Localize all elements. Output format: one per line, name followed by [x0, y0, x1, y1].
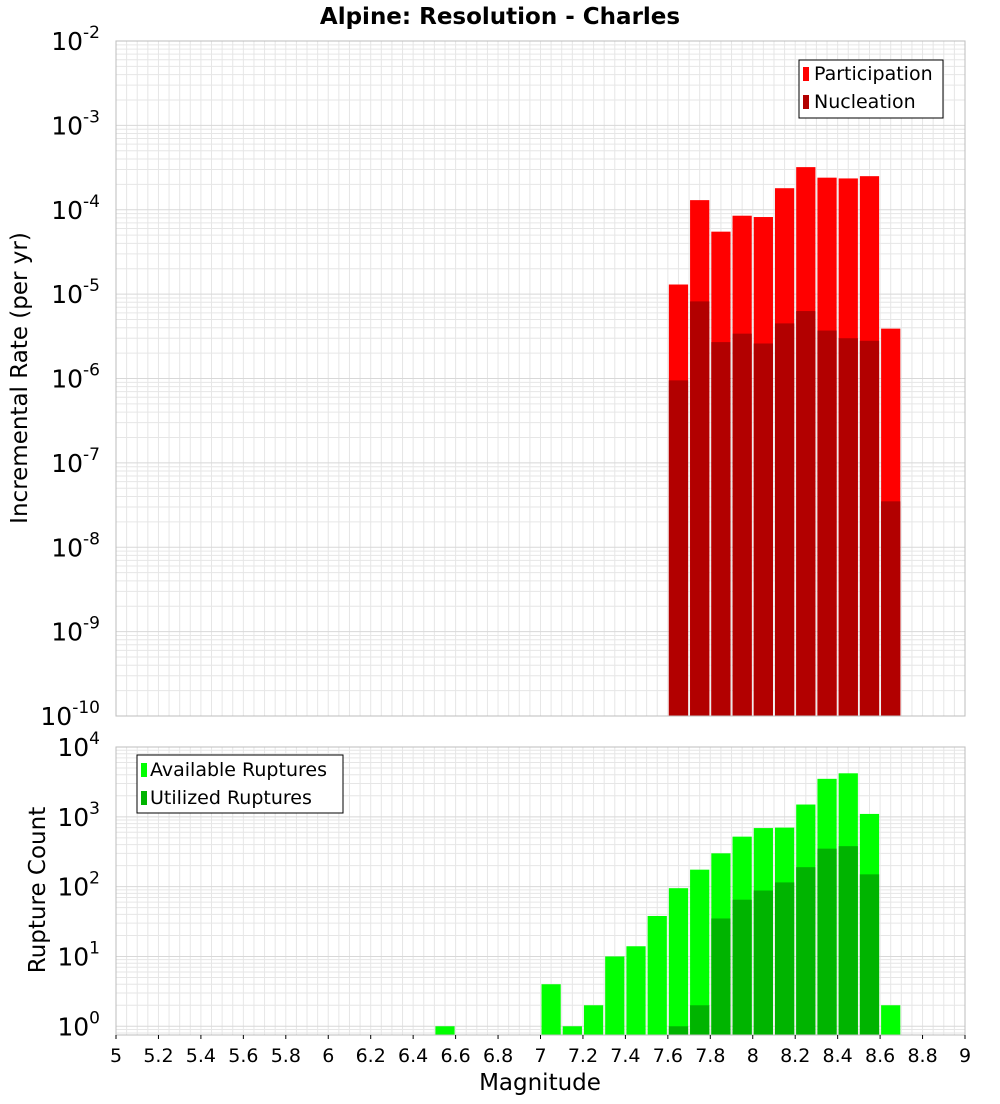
y-tick-label: 10-9 [51, 614, 100, 647]
y-tick-label: 10-3 [51, 107, 100, 140]
bar-utilized [711, 918, 731, 1035]
top-plot: 10-10 10-9 10-8 10-7 10-6 10-5 10-4 10-3 10-2 [40, 23, 966, 731]
bar-utilized [753, 890, 773, 1035]
y-tick-label: 101 [57, 938, 100, 971]
legend-label-available: Available Ruptures [150, 759, 327, 781]
x-tick-label: 5 [110, 1045, 122, 1067]
x-tick-label: 5.2 [143, 1045, 173, 1067]
x-tick-label: 8 [747, 1045, 759, 1067]
bar-utilized [859, 874, 880, 1035]
y-tick-label: 10-2 [51, 23, 100, 56]
y-tick-label: 102 [57, 869, 100, 902]
bar-nucleation [668, 380, 689, 716]
bottom-plot: 100 101 102 103 104 5 5.2 5.4 5.6 5.8 6 6.2 6.4 6.6 6.… [57, 729, 971, 1067]
top-y-axis-label: Incremental Rate (per yr) [7, 232, 33, 524]
x-tick-label: 9 [959, 1045, 971, 1067]
x-tick-label: 7 [534, 1045, 546, 1067]
bar-nucleation [838, 338, 858, 716]
bar-nucleation [690, 301, 710, 716]
bar-nucleation [774, 323, 795, 716]
x-tick-label: 6 [322, 1045, 334, 1067]
bar-available [668, 888, 689, 1035]
x-tick-label: 6.2 [356, 1045, 386, 1067]
bottom-grid [115, 746, 966, 1035]
x-tick-label: 8.8 [907, 1045, 937, 1067]
top-plot-frame [115, 40, 966, 717]
top-grid [115, 40, 966, 717]
x-tick-label: 8.6 [865, 1045, 895, 1067]
bar-nucleation [881, 501, 901, 716]
bottom-y-axis-label: Rupture Count [25, 807, 51, 973]
bar-utilized [817, 848, 837, 1035]
bar-available [690, 869, 710, 1035]
x-tick-label: 6.8 [483, 1045, 513, 1067]
bar-utilized [796, 867, 816, 1035]
bottom-bars [435, 773, 901, 1035]
legend-label-participation: Participation [814, 63, 933, 85]
bottom-legend: Available Ruptures Utilized Ruptures [136, 754, 344, 814]
bar-available [541, 984, 561, 1035]
x-tick-label: 5.8 [271, 1045, 301, 1067]
y-tick-label: 10-10 [40, 698, 100, 731]
bar-utilized [774, 882, 795, 1035]
x-axis-label: Magnitude [479, 1070, 601, 1096]
y-tick-label: 100 [57, 1008, 100, 1041]
x-tick-label: 5.6 [228, 1045, 258, 1067]
bar-nucleation [817, 330, 837, 716]
x-tick-label: 5.4 [186, 1045, 216, 1067]
bar-available [647, 915, 667, 1035]
x-tick-label: 7.2 [568, 1045, 598, 1067]
y-tick-label: 10-5 [51, 276, 100, 309]
y-tick-label: 10-7 [51, 445, 100, 478]
bar-utilized [838, 846, 858, 1035]
bottom-legend-box [136, 754, 344, 814]
top-legend: Participation Nucleation [798, 59, 944, 119]
bar-available [562, 1026, 582, 1035]
top-bars [668, 167, 901, 717]
x-tick-label: 7.8 [695, 1045, 725, 1067]
bar-nucleation [796, 311, 816, 716]
x-tick-label: 8.2 [780, 1045, 810, 1067]
legend-swatch-available [141, 763, 147, 777]
y-tick-label: 10-4 [51, 192, 100, 225]
bar-nucleation [753, 343, 773, 716]
bar-available [435, 1026, 455, 1035]
bar-utilized [690, 1005, 710, 1035]
x-tick-label: 8.4 [823, 1045, 853, 1067]
top-legend-box [798, 59, 944, 119]
legend-swatch-nucleation [803, 95, 809, 109]
legend-label-nucleation: Nucleation [814, 91, 916, 113]
y-tick-label: 104 [57, 729, 100, 762]
bar-nucleation [711, 342, 731, 716]
legend-swatch-participation [803, 67, 809, 81]
bar-nucleation [859, 340, 880, 716]
bar-available [605, 956, 625, 1035]
x-tick-label: 7.4 [610, 1045, 640, 1067]
bar-nucleation [732, 333, 752, 716]
legend-swatch-utilized [141, 791, 147, 805]
bar-available [583, 1005, 604, 1035]
y-tick-label: 10-6 [51, 361, 100, 394]
x-tick-label: 6.6 [440, 1045, 470, 1067]
bar-available [626, 946, 646, 1035]
bar-available [881, 1005, 901, 1035]
bar-utilized [732, 899, 752, 1035]
y-tick-label: 103 [57, 799, 100, 832]
x-tick-label: 7.6 [653, 1045, 683, 1067]
y-tick-label: 10-8 [51, 529, 100, 562]
x-tick-label: 6.4 [398, 1045, 428, 1067]
chart-title: Alpine: Resolution - Charles [320, 4, 680, 30]
legend-label-utilized: Utilized Ruptures [150, 787, 312, 809]
bar-utilized [668, 1026, 689, 1035]
